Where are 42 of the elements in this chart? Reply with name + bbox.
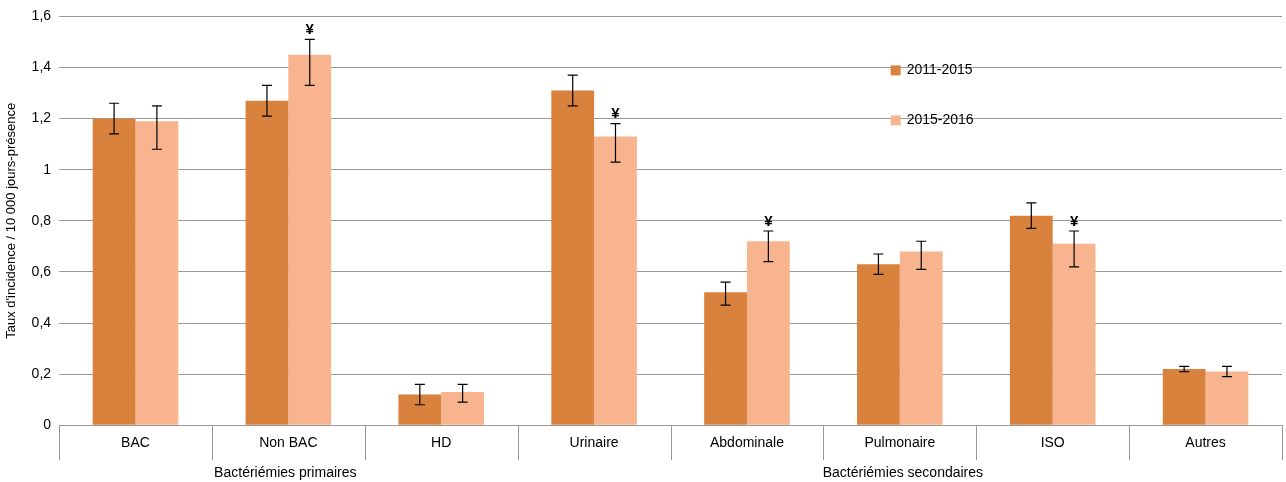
x-tick-label: ISO [1040,434,1065,451]
legend-label: 2015-2016 [906,111,974,128]
y-tick-label: 0 [43,416,52,433]
x-tick-label: Autres [1185,434,1226,451]
x-tick-label: Pulmonaire [864,434,936,451]
bar [857,264,900,425]
x-tick-label: Abdominale [710,434,785,451]
y-tick-label: 1,6 [31,7,52,24]
bar [135,121,179,425]
bar [594,136,637,425]
annotation: ¥ [611,104,621,122]
y-tick-label: 0,2 [31,364,52,381]
bar [551,90,595,425]
bar [1052,243,1096,425]
bar [1009,215,1053,425]
annotation: ¥ [305,20,315,38]
y-tick-label: 1 [43,160,52,177]
x-tick-label: BAC [121,434,150,451]
x-tick-label: Non BAC [259,434,318,451]
y-tick-label: 0,4 [31,313,52,330]
bar [245,100,289,425]
legend-label: 2011-2015 [906,61,973,78]
y-axis-title: Taux d'incidence / 10 000 jours-présence [3,102,19,339]
x-tick-label: HD [431,434,452,451]
text: Bactériémies primaires [214,463,357,480]
y-tick-label: 1,2 [31,109,52,126]
annotation: ¥ [764,211,774,229]
bar [441,391,485,425]
y-tick-label: 1,4 [31,58,52,75]
bar [288,54,332,425]
bar [92,118,136,425]
annotation: ¥ [1069,211,1079,229]
bar [746,241,790,425]
bar [398,394,442,425]
bar [704,292,747,425]
text: Bactériémies secondaires [822,463,984,480]
x-tick-label: Urinaire [569,434,619,451]
y-tick-label: 0,8 [31,211,52,228]
bar [1162,368,1206,425]
y-tick-label: 0,6 [31,262,52,279]
bar [1205,371,1249,425]
bar [899,251,943,425]
